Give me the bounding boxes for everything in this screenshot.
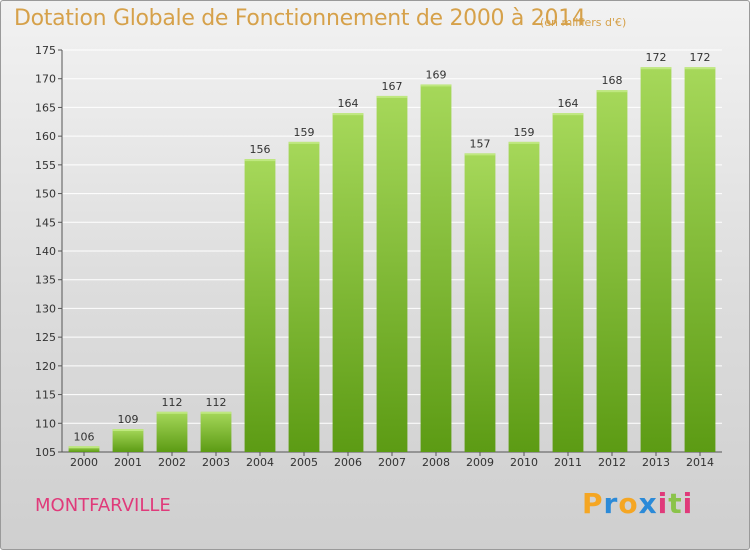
value-label-2011: 164 [558, 97, 579, 110]
value-label-2009: 157 [470, 137, 491, 150]
bar-2006 [332, 113, 364, 453]
x-tick-label-2000: 2000 [70, 456, 98, 469]
logo-letter: t [668, 487, 683, 520]
value-label-2013: 172 [646, 51, 667, 64]
bars [68, 67, 716, 453]
value-label-2014: 172 [690, 51, 711, 64]
bar-2013 [640, 67, 672, 452]
value-label-2000: 106 [74, 430, 95, 443]
x-tick-label-2007: 2007 [378, 456, 406, 469]
value-label-2003: 112 [206, 396, 227, 409]
bar-highlight [684, 67, 716, 70]
bar-2004 [244, 159, 276, 452]
bar-2011 [552, 113, 584, 453]
y-tick-label: 115 [35, 389, 56, 402]
y-tick-label: 175 [35, 44, 56, 57]
bar-highlight [552, 113, 584, 116]
bar-2000 [68, 446, 100, 452]
bar-2001 [112, 429, 144, 452]
bar-highlight [596, 90, 628, 93]
bar-highlight [244, 159, 276, 162]
x-tick-label-2006: 2006 [334, 456, 362, 469]
value-label-2004: 156 [250, 143, 271, 156]
bar-highlight [332, 113, 364, 116]
x-tick-label-2003: 2003 [202, 456, 230, 469]
value-label-2006: 164 [338, 97, 359, 110]
bar-2008 [420, 84, 452, 452]
bar-highlight [376, 95, 408, 98]
y-tick-label: 135 [35, 274, 56, 287]
y-tick-label: 155 [35, 159, 56, 172]
y-tick-labels: 105 110 115 120 125 130 135 140 145 150 155 160 165 1… [35, 44, 56, 459]
y-tick-label: 130 [35, 302, 56, 315]
bar-highlight [288, 141, 320, 144]
bar-highlight [68, 446, 100, 449]
bar-highlight [156, 411, 188, 414]
bar-highlight [420, 84, 452, 87]
logo-letter: o [618, 487, 639, 520]
value-label-2012: 168 [602, 74, 623, 87]
bar-2012 [596, 90, 628, 452]
bar-highlight [200, 411, 232, 414]
y-tick-label: 140 [35, 245, 56, 258]
bar-highlight [508, 141, 540, 144]
chart-unit: (en milliers d'€) [540, 16, 627, 29]
value-label-2002: 112 [162, 396, 183, 409]
x-tick-label-2004: 2004 [246, 456, 274, 469]
value-label-2008: 169 [426, 68, 447, 81]
bar-2007 [376, 95, 408, 452]
logo-letter: i [657, 487, 669, 520]
x-tick-label-2001: 2001 [114, 456, 142, 469]
logo-letter: i [682, 487, 694, 520]
value-label-2010: 159 [514, 126, 535, 139]
bar-2009 [464, 153, 496, 452]
y-tick-label: 120 [35, 360, 56, 373]
y-tick-label: 145 [35, 216, 56, 229]
x-tick-label-2008: 2008 [422, 456, 450, 469]
x-tick-label-2014: 2014 [686, 456, 714, 469]
x-tick-label-2011: 2011 [554, 456, 582, 469]
logo-letter: x [638, 487, 658, 520]
value-label-2005: 159 [294, 126, 315, 139]
bar-highlight [464, 153, 496, 156]
proxiti-logo[interactable]: Proxiti [582, 487, 693, 523]
x-tick-label-2002: 2002 [158, 456, 186, 469]
x-tick-label-2010: 2010 [510, 456, 538, 469]
bar-2002 [156, 411, 188, 452]
bar-2005 [288, 141, 320, 452]
x-tick-label-2009: 2009 [466, 456, 494, 469]
x-tick-label-2013: 2013 [642, 456, 670, 469]
y-tick-label: 160 [35, 130, 56, 143]
chart-title: Dotation Globale de Fonctionnement de 20… [14, 6, 586, 31]
x-tick-labels: 2000 2001 2002 2003 2004 2005 2006 2007 2008 2009… [70, 452, 714, 469]
bar-2014 [684, 67, 716, 452]
bar-2003 [200, 411, 232, 452]
x-tick-label-2005: 2005 [290, 456, 318, 469]
value-label-2001: 109 [118, 413, 139, 426]
value-label-2007: 167 [382, 80, 403, 93]
bar-2010 [508, 141, 540, 452]
y-tick-label: 170 [35, 73, 56, 86]
bar-highlight [640, 67, 672, 70]
logo-letter: r [603, 487, 619, 520]
commune-name: MONTFARVILLE [35, 495, 171, 516]
y-tick-label: 105 [35, 446, 56, 459]
y-tick-label: 165 [35, 101, 56, 114]
x-tick-label-2012: 2012 [598, 456, 626, 469]
y-tick-label: 150 [35, 188, 56, 201]
y-tick-label: 110 [35, 417, 56, 430]
logo-letter: P [582, 487, 604, 520]
y-tick-label: 125 [35, 331, 56, 344]
value-labels: 106 109 112 112 156 159 164 167 169 157 159 164 168 1… [74, 51, 711, 443]
bar-highlight [112, 429, 144, 432]
